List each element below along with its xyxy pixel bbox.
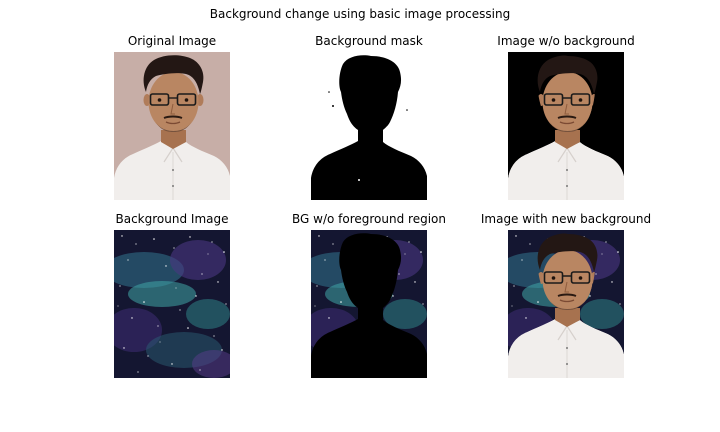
background-image [114,230,230,378]
original-image [114,52,230,200]
background-mask-image [311,52,427,200]
panel-title-original: Original Image [127,34,217,48]
panel-title-background: Background Image [115,212,229,226]
image-without-background [508,52,624,200]
image-with-new-background [508,230,624,378]
panel-title-new-background: Image with new background [480,212,652,226]
panel-title-bg-no-foreground: BG w/o foreground region [292,212,446,226]
panel-title-mask: Background mask [315,34,423,48]
panel-title-no-background: Image w/o background [497,34,635,48]
figure-title: Background change using basic image proc… [209,7,511,21]
bg-without-foreground-image [311,230,427,378]
